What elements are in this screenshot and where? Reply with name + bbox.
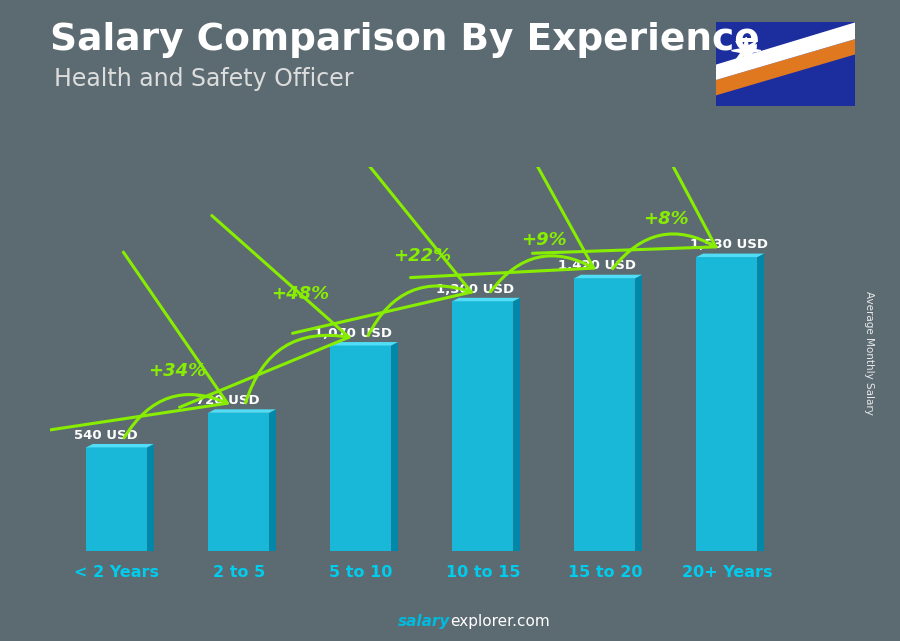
Polygon shape (86, 447, 147, 551)
Polygon shape (330, 342, 398, 345)
Polygon shape (697, 257, 758, 551)
Polygon shape (697, 254, 764, 257)
Text: salary: salary (398, 615, 450, 629)
Text: Average Monthly Salary: Average Monthly Salary (863, 290, 874, 415)
Text: 1,300 USD: 1,300 USD (436, 283, 515, 296)
Text: 1,530 USD: 1,530 USD (690, 238, 769, 251)
Polygon shape (574, 278, 635, 551)
Text: 1,420 USD: 1,420 USD (558, 260, 636, 272)
Text: 1,070 USD: 1,070 USD (314, 327, 392, 340)
Polygon shape (208, 413, 269, 551)
Polygon shape (269, 410, 276, 551)
Polygon shape (574, 275, 642, 278)
FancyArrowPatch shape (410, 108, 594, 292)
Polygon shape (208, 410, 276, 413)
Polygon shape (758, 254, 764, 551)
Text: Salary Comparison By Experience: Salary Comparison By Experience (50, 22, 760, 58)
Polygon shape (635, 275, 642, 551)
FancyArrowPatch shape (533, 85, 716, 269)
Polygon shape (86, 444, 154, 447)
Polygon shape (453, 301, 513, 551)
Polygon shape (513, 298, 520, 551)
Polygon shape (716, 22, 855, 80)
Text: +34%: +34% (148, 362, 207, 379)
FancyArrowPatch shape (46, 252, 228, 438)
Text: Health and Safety Officer: Health and Safety Officer (54, 67, 354, 91)
Polygon shape (732, 37, 760, 64)
FancyArrowPatch shape (292, 149, 472, 336)
Text: +9%: +9% (521, 231, 567, 249)
Text: +48%: +48% (271, 285, 328, 303)
FancyArrowPatch shape (179, 215, 349, 407)
Text: 720 USD: 720 USD (196, 394, 259, 407)
Polygon shape (147, 444, 154, 551)
Text: +8%: +8% (643, 210, 689, 228)
Text: 540 USD: 540 USD (74, 429, 138, 442)
Polygon shape (453, 298, 520, 301)
Polygon shape (716, 39, 855, 96)
Polygon shape (330, 345, 392, 551)
Text: +22%: +22% (392, 247, 451, 265)
Polygon shape (392, 342, 398, 551)
Text: explorer.com: explorer.com (450, 615, 550, 629)
